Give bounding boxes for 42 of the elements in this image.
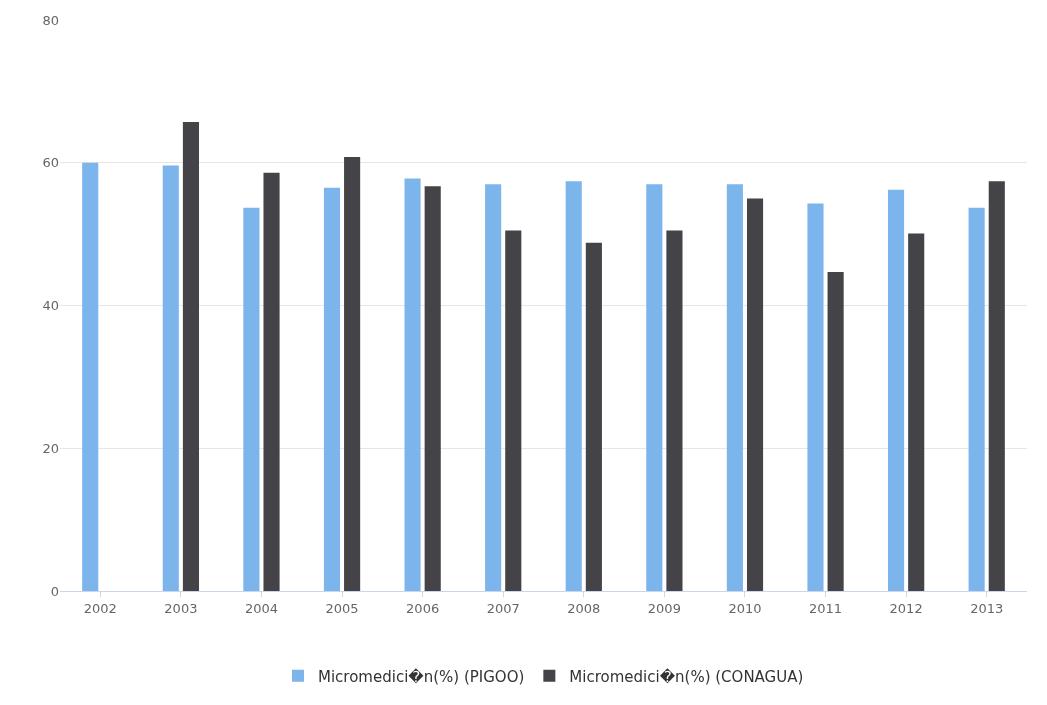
y-tick-label: 60: [42, 155, 59, 171]
x-tick-label: 2006: [406, 600, 440, 616]
bar: [485, 184, 502, 591]
bar: [162, 165, 179, 591]
bar: [968, 207, 985, 591]
bar: [746, 198, 764, 591]
bar: [726, 184, 743, 591]
bar: [344, 157, 361, 591]
bar: [887, 189, 905, 591]
bar: [565, 181, 582, 591]
bar: [424, 186, 441, 591]
bar: [827, 271, 844, 591]
bar: [666, 230, 683, 591]
x-tick-label: 2008: [567, 600, 601, 616]
legend-label: Micromedici�n(%) (PIGOO): [318, 667, 525, 686]
legend-label: Micromedici�n(%) (CONAGUA): [569, 667, 804, 686]
bar: [323, 187, 341, 591]
bar: [243, 207, 260, 591]
x-tick-label: 2013: [970, 600, 1004, 616]
x-tick-label: 2002: [83, 600, 117, 616]
x-tick-label: 2004: [244, 600, 279, 616]
x-tick-label: 2007: [486, 600, 520, 616]
bar: [585, 242, 602, 591]
bar: [505, 230, 522, 591]
y-tick-label: 20: [42, 440, 59, 456]
bar: [988, 181, 1005, 591]
x-tick-label: 2003: [164, 600, 198, 616]
y-tick-label: 40: [42, 298, 59, 314]
bar: [908, 233, 925, 591]
bar: [646, 184, 663, 591]
x-tick-label: 2010: [728, 600, 762, 616]
bar: [404, 178, 421, 591]
bar: [182, 122, 200, 591]
y-tick-label: 0: [50, 583, 59, 599]
bar: [263, 172, 280, 591]
x-tick-label: 2005: [325, 600, 359, 616]
bar: [807, 203, 824, 591]
x-tick-label: 2012: [889, 600, 923, 616]
bar: [82, 162, 99, 591]
y-tick-label: 80: [42, 12, 59, 28]
x-tick-label: 2011: [808, 600, 843, 616]
x-tick-label: 2009: [647, 600, 681, 616]
